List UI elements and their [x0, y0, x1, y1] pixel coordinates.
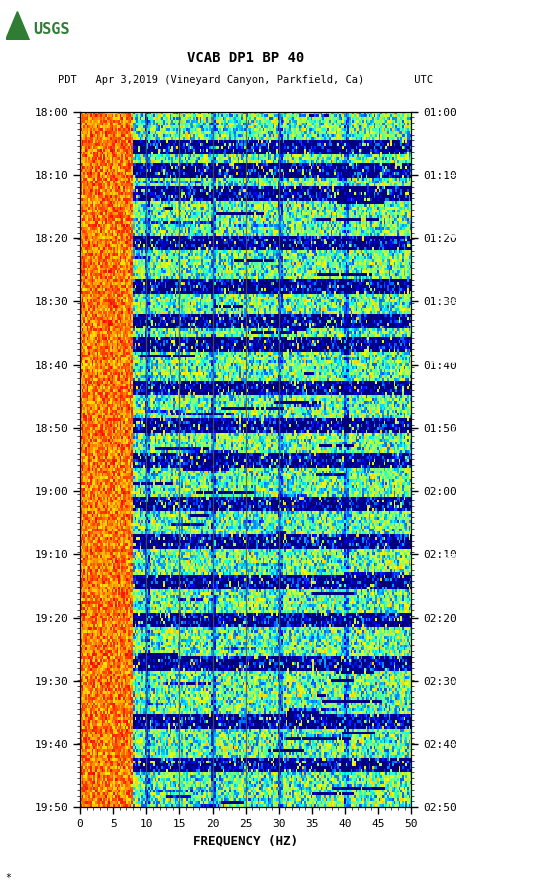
Polygon shape — [6, 12, 29, 40]
Text: PDT   Apr 3,2019 (Vineyard Canyon, Parkfield, Ca)        UTC: PDT Apr 3,2019 (Vineyard Canyon, Parkfie… — [58, 75, 433, 86]
Text: USGS: USGS — [33, 22, 70, 37]
Text: *: * — [6, 873, 12, 883]
X-axis label: FREQUENCY (HZ): FREQUENCY (HZ) — [193, 835, 298, 847]
Text: VCAB DP1 BP 40: VCAB DP1 BP 40 — [187, 51, 304, 65]
